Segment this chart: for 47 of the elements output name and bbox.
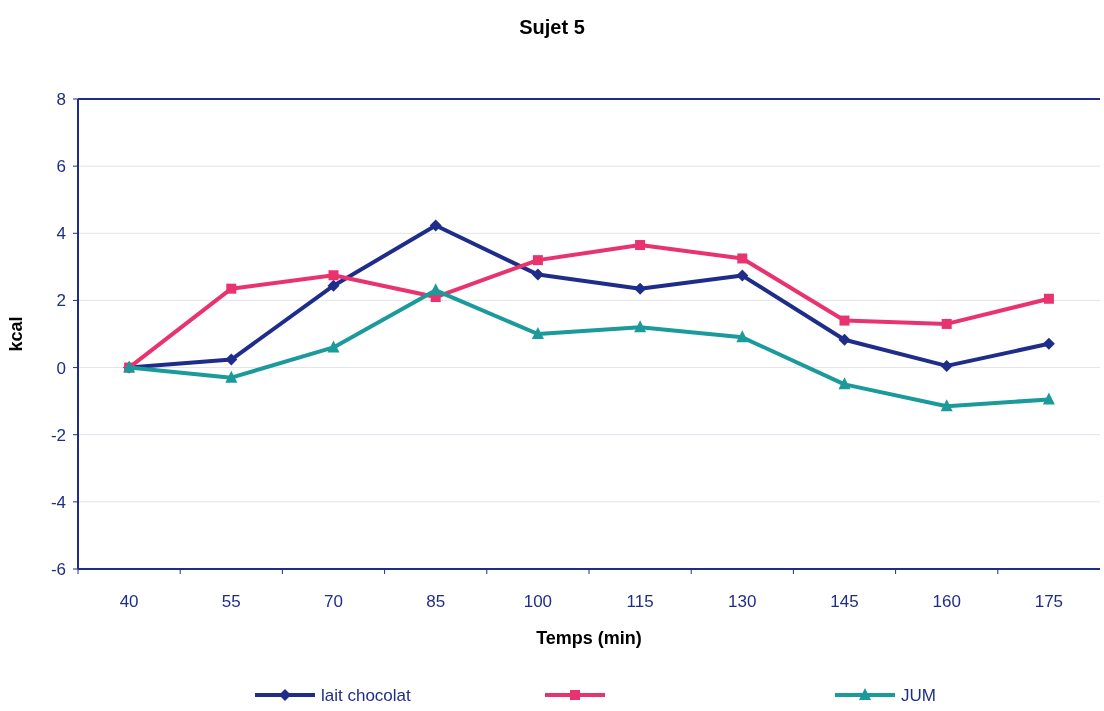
point: [1043, 293, 1054, 304]
x-tick-label: 85: [426, 592, 446, 611]
y-tick-label: -6: [50, 559, 66, 579]
legend-label: lait chocolat: [321, 685, 412, 705]
point: [429, 283, 442, 296]
x-tick-label: 100: [523, 592, 553, 611]
point: [1042, 337, 1055, 350]
point: [226, 283, 237, 294]
point: [838, 333, 851, 346]
point: [634, 320, 647, 333]
x-tick-label: 115: [626, 592, 654, 611]
point: [531, 268, 544, 281]
y-tick-label: -4: [50, 492, 66, 512]
y-tick-label: 8: [56, 89, 66, 109]
x-tick-label: 70: [324, 592, 343, 611]
y-tick-label: 0: [56, 358, 66, 378]
y-tick-label: 2: [56, 291, 66, 311]
x-tick-label: 145: [830, 592, 859, 611]
y-tick-label: -2: [50, 425, 66, 445]
point: [429, 219, 442, 232]
point: [1042, 392, 1055, 405]
y-axis-title: kcal: [6, 316, 26, 352]
point: [532, 255, 543, 266]
x-tick-label: 175: [1034, 592, 1064, 611]
point: [736, 269, 749, 282]
y-tick-label: 6: [56, 157, 66, 177]
point: [941, 318, 952, 329]
point: [327, 340, 340, 353]
point: [940, 359, 953, 372]
point: [940, 399, 953, 412]
point: [225, 370, 238, 383]
point: [737, 253, 748, 264]
point: [531, 327, 544, 339]
point: [327, 279, 340, 292]
point: [635, 240, 646, 251]
point: [839, 315, 850, 326]
y-tick-label: 4: [56, 224, 66, 244]
legend-label: JUM: [901, 685, 936, 705]
point: [838, 377, 851, 390]
x-tick-label: 40: [119, 592, 139, 611]
point: [736, 330, 749, 343]
x-tick-label: 130: [728, 592, 757, 611]
x-axis-title: Temps (min): [536, 628, 642, 648]
chart-title: Sujet 5: [519, 16, 585, 38]
point: [328, 270, 339, 281]
x-tick-label: 55: [221, 592, 241, 611]
x-tick-label: 160: [932, 592, 961, 611]
